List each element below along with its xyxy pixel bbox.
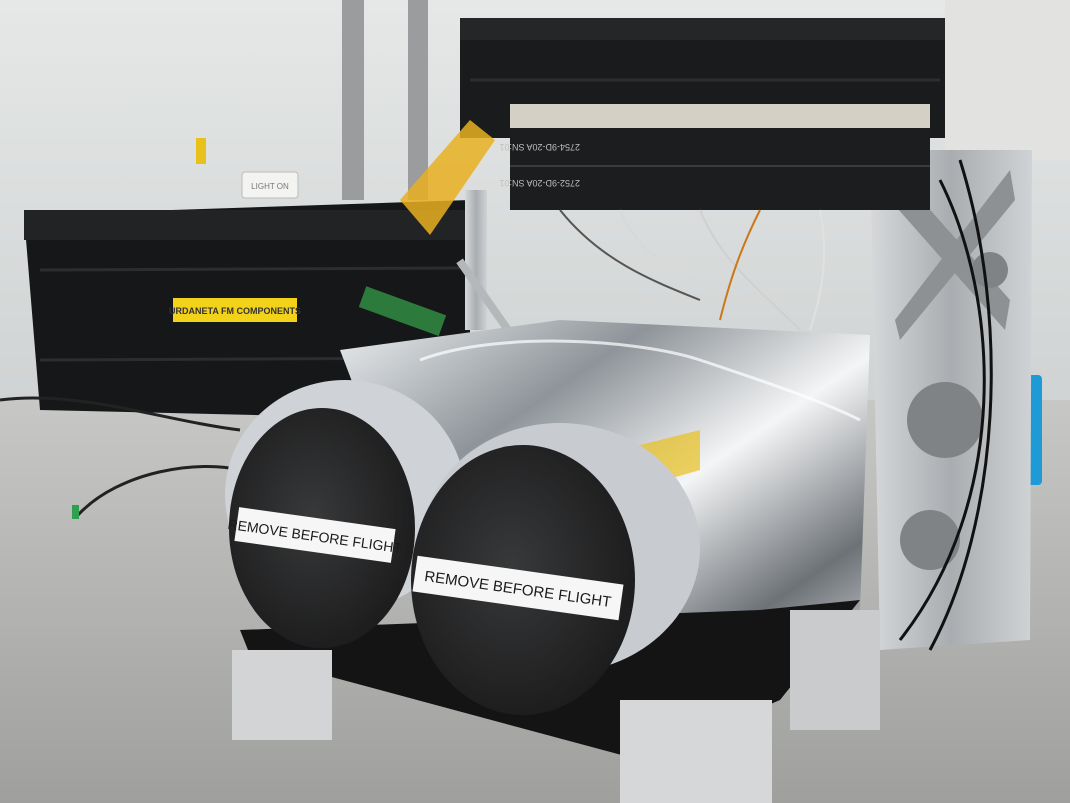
bench-cable-2 [76, 464, 241, 517]
connector-label-bottom: 2752-9D-20A SN:01 [499, 178, 580, 188]
connector-bar: 2754-9D-20A SN:01 2752-9D-20A SN:01 [499, 104, 930, 210]
mli-highlight [419, 339, 861, 422]
aluminum-frame [456, 150, 1032, 650]
green-pcb [358, 286, 447, 337]
crate-label [173, 298, 297, 322]
kapton-tape [400, 120, 495, 235]
wall-paper [945, 0, 1070, 160]
shelf-rail-left [342, 0, 364, 200]
remove-before-flight-tag-right: REMOVE BEFORE FLIGHT [412, 555, 624, 621]
connector-label-top: 2754-9D-20A SN:01 [499, 142, 580, 152]
yellow-tag [196, 138, 206, 164]
wall-sign: LIGHT ON [241, 171, 299, 199]
svg-text:LIGHT ON: LIGHT ON [251, 182, 289, 191]
bench-cable [0, 396, 241, 432]
cable-connector [72, 505, 79, 519]
shelf-rail-right [408, 0, 428, 200]
svg-text:URDANETA FM COMPONENTS: URDANETA FM COMPONENTS [169, 306, 301, 316]
